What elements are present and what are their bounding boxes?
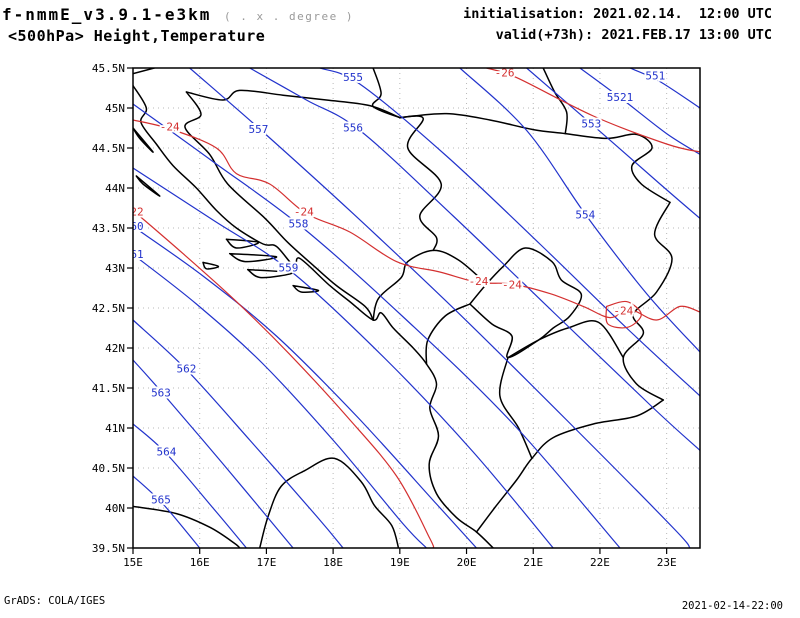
y-axis-label: 45N [105, 102, 125, 115]
model-name: f-nmmE_v3.9.1-e3km [2, 5, 212, 24]
y-axis-label: 42.5N [92, 302, 125, 315]
map-outline-island-hvar [228, 252, 278, 263]
hgt-contour-label: 562 [176, 362, 196, 375]
map-outline-island-pag [133, 127, 154, 153]
x-axis-label: 16E [190, 556, 210, 569]
hgt-contour-label: 551 [645, 70, 665, 83]
y-axis-label: 40N [105, 502, 125, 515]
tmp-contour-label: -26 [495, 66, 515, 79]
hgt-contour-label: 564 [156, 446, 176, 459]
hgt-contour-552 [579, 68, 700, 155]
y-axis-label: 44N [105, 182, 125, 195]
grads-credit: GrADS: COLA/IGES [4, 595, 106, 607]
hgt-contour-554 [459, 68, 700, 353]
hgt-contour-label: 556 [343, 122, 363, 135]
hgt-contour-555 [319, 68, 700, 397]
y-axis-label: 41.5N [92, 382, 125, 395]
x-axis-label: 15E [123, 556, 143, 569]
hgt-contour-557 [189, 68, 691, 548]
x-axis-label: 21E [523, 556, 543, 569]
hgt-contour-563 [133, 359, 294, 548]
hgt-contour-551 [629, 68, 700, 109]
y-axis-label: 41N [105, 422, 125, 435]
map-outline-border-sava-north [185, 89, 401, 119]
hgt-contour-561 [133, 253, 427, 548]
map-outline-border-montenegro-albania [425, 303, 471, 365]
map-outline-border-serbia-bosnia-drina [399, 115, 442, 252]
contour-labels: 551 5521 553 554 555 556 557 558 559 60 61 562 563 56… [130, 66, 667, 509]
hgt-contour-label: 558 [288, 218, 308, 231]
map-outline-italy-calabria-coast [133, 505, 241, 548]
hgt-contour-565 [133, 475, 201, 548]
map-outline-island-dugi-otok [135, 175, 161, 197]
tmp-contour-label: -24 [613, 305, 633, 318]
tmp-contour-label: -24 [160, 121, 180, 134]
tmp-contour--26 [486, 68, 700, 153]
hgt-contour-label: 565 [151, 494, 171, 507]
x-axis-label: 19E [390, 556, 410, 569]
x-axis-label: 20E [457, 556, 477, 569]
plot-frame [132, 67, 701, 549]
map-outline-border-croatia-serbia [371, 68, 401, 119]
map-outline-border-montenegro-north [372, 249, 488, 321]
hgt-contour-556 [249, 68, 700, 451]
hgt-contour-label: 553 [581, 118, 601, 131]
map-outline-danube-east [399, 112, 671, 204]
map-outline-border-serbia-romania [542, 68, 568, 135]
hgt-contour-562 [133, 319, 344, 548]
x-axis-label: 17E [256, 556, 276, 569]
map-outline-island-brac [225, 238, 260, 249]
tmp-contour-label: -24 [469, 275, 489, 288]
creation-timestamp: 2021-02-14-22:00 [681, 600, 783, 612]
x-axis-label: 22E [590, 556, 610, 569]
initialisation-time: initialisation: 2021.02.14. 12:00 UTC [463, 6, 772, 22]
tmp-contour--24 [605, 300, 642, 329]
y-axis-label: 40.5N [92, 462, 125, 475]
y-axis-label: 39.5N [92, 542, 125, 555]
x-axis-label: 23E [657, 556, 677, 569]
tmp-contour--24 [133, 119, 700, 321]
model-resolution: ( . x . degree ) [224, 10, 354, 23]
hgt-contour-label: 60 [130, 220, 143, 233]
x-axis-label: 18E [323, 556, 343, 569]
hgt-contour-label: 555 [343, 71, 363, 84]
map-outline-island-mljet [292, 284, 320, 293]
hgt-contour-label: 557 [248, 123, 268, 136]
tmp-contour-label: -24 [294, 206, 314, 219]
y-axis-label: 45.5N [92, 62, 125, 75]
map-outline-border-slovenia [133, 68, 156, 75]
map-outline-island-korcula [246, 268, 293, 279]
map-outline-island-vis [202, 261, 220, 270]
y-axis-label: 43N [105, 262, 125, 275]
hgt-contour-label: 559 [278, 262, 298, 275]
hgt-contour-label: 5521 [607, 91, 634, 104]
map-outline-border-croatia-bosnia [184, 91, 374, 321]
plot-subtitle: <500hPa> Height,Temperature [8, 27, 266, 45]
plot-area [133, 68, 700, 548]
hgt-contour-553 [526, 68, 700, 219]
y-axis-label: 42N [105, 342, 125, 355]
map-outline-italy-puglia-coast [258, 457, 400, 548]
y-axis-label: 44.5N [92, 142, 125, 155]
hgt-contour-label: 61 [130, 248, 143, 261]
map-outline-adriatic-east-coast [133, 84, 494, 548]
map-outline-border-serbia-bulgaria [622, 201, 673, 401]
tmp-contour-label: -24 [502, 278, 522, 291]
hgt-contour-560 [133, 225, 477, 548]
map-outline-border-macedonia-greece [475, 399, 665, 533]
hgt-contour-label: 554 [575, 209, 595, 222]
tmp-contour--22 [133, 209, 435, 548]
hgt-contour-558 [133, 103, 621, 548]
valid-time: valid(+73h): 2021.FEB.17 13:00 UTC [495, 27, 772, 43]
y-axis-label: 43.5N [92, 222, 125, 235]
hgt-contour-559 [133, 167, 554, 548]
hgt-contour-label: 563 [151, 386, 171, 399]
map-outline-border-macedonia-north [507, 320, 625, 359]
hgt-contour-564 [133, 423, 247, 548]
map-outline-border-macedonia-albania [498, 356, 533, 460]
tmp-contour-label: 22 [130, 206, 143, 219]
